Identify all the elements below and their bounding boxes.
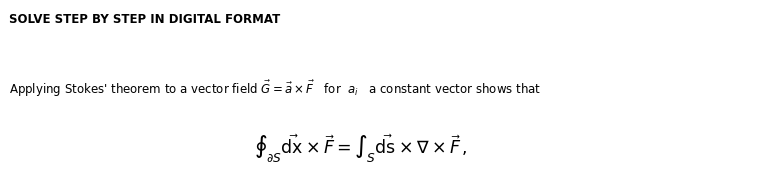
Text: $\oint_{\partial S} \vec{\mathrm{dx}} \times \vec{F} = \int_{S} \vec{\mathrm{ds}: $\oint_{\partial S} \vec{\mathrm{dx}} \t… — [254, 132, 468, 164]
Text: Applying Stokes' theorem to a vector field $\vec{G} = \vec{a} \times \vec{F}$   : Applying Stokes' theorem to a vector fie… — [9, 79, 541, 99]
Text: SOLVE STEP BY STEP IN DIGITAL FORMAT: SOLVE STEP BY STEP IN DIGITAL FORMAT — [9, 13, 281, 26]
